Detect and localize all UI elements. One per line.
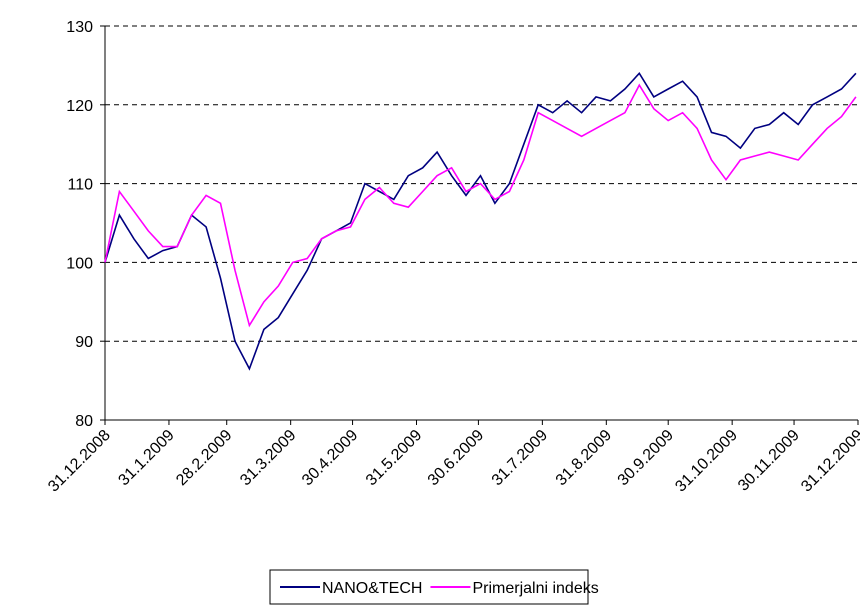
x-tick-label: 31.12.2009	[798, 427, 860, 496]
x-tick-label: 30.9.2009	[615, 427, 677, 489]
y-tick-label: 90	[75, 334, 93, 351]
legend: NANO&TECH Primerjalni indeks	[269, 569, 599, 605]
y-tick-label: 110	[67, 177, 93, 194]
x-tick-label: 30.11.2009	[735, 427, 803, 495]
x-tick-label: 30.4.2009	[299, 427, 361, 489]
x-tick-label: 30.6.2009	[425, 427, 487, 489]
legend-box	[269, 569, 589, 605]
x-tick-label: 31.10.2009	[672, 427, 741, 496]
x-tick-label: 28.2.2009	[173, 427, 235, 489]
x-tick-label: 31.3.2009	[237, 427, 299, 489]
y-tick-label: 80	[75, 413, 93, 430]
series-line	[104, 71, 857, 371]
y-tick-label: 130	[66, 19, 93, 36]
x-tick-label: 31.7.2009	[489, 427, 551, 489]
y-tick-label: 100	[66, 255, 93, 272]
series-line	[104, 83, 857, 328]
x-tick-label: 31.8.2009	[553, 427, 615, 489]
x-tick-label: 31.12.2008	[45, 427, 114, 496]
legend-label: NANO&TECH	[322, 580, 422, 597]
x-tick-label: 31.5.2009	[363, 427, 425, 489]
legend-label: Primerjalni indeks	[472, 580, 598, 597]
x-tick-label: 31.1.2009	[115, 427, 177, 489]
y-tick-label: 120	[66, 98, 93, 115]
